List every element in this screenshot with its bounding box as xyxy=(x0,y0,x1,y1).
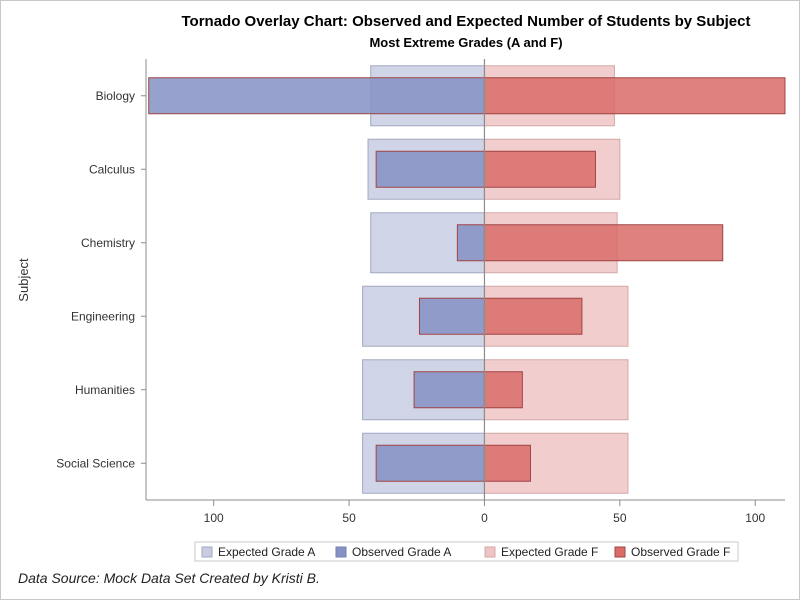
legend-swatch-expected-grade-a xyxy=(201,546,213,558)
x-tick-label: 100 xyxy=(745,511,765,525)
chart-subtitle: Most Extreme Grades (A and F) xyxy=(369,35,563,50)
bar-observed-grade-a-chemistry xyxy=(456,224,485,262)
y-tick-label-chemistry: Chemistry xyxy=(81,236,135,250)
legend-label-observed-grade-a: Observed Grade A xyxy=(352,545,451,559)
legend-label-expected-grade-f: Expected Grade F xyxy=(501,545,598,559)
legend-label-observed-grade-f: Observed Grade F xyxy=(631,545,730,559)
legend-swatch-expected-grade-f xyxy=(484,546,496,558)
bar-observed-grade-f-social-science xyxy=(483,444,531,482)
legend: Expected Grade A Observed Grade A Expected… xyxy=(194,541,739,562)
bar-observed-grade-f-engineering xyxy=(483,297,583,335)
bar-observed-grade-a-humanities xyxy=(413,371,485,409)
y-axis-label: Subject xyxy=(16,258,31,302)
x-tick-label: 50 xyxy=(342,511,356,525)
x-tick-label: 0 xyxy=(481,511,488,525)
legend-box xyxy=(194,541,739,562)
chart-title: Tornado Overlay Chart: Observed and Expe… xyxy=(181,13,751,30)
legend-swatch-observed-grade-a xyxy=(335,546,347,558)
bar-observed-grade-f-humanities xyxy=(483,371,523,409)
legend-swatch-observed-grade-f xyxy=(614,546,626,558)
bars-layer xyxy=(148,65,786,494)
y-tick-label-biology: Biology xyxy=(96,89,135,103)
y-tick-label-engineering: Engineering xyxy=(71,309,135,323)
bar-observed-grade-f-biology xyxy=(483,77,786,115)
bar-observed-grade-a-social-science xyxy=(375,444,485,482)
y-tick-label-calculus: Calculus xyxy=(89,162,135,176)
bar-observed-grade-a-calculus xyxy=(375,150,485,188)
x-tick-label: 50 xyxy=(613,511,627,525)
bar-observed-grade-f-calculus xyxy=(483,150,596,188)
bar-observed-grade-f-chemistry xyxy=(483,224,724,262)
data-source-footnote: Data Source: Mock Data Set Created by Kr… xyxy=(18,570,320,586)
axes-layer: Biology Calculus Chemistry Engineering Human… xyxy=(56,59,785,525)
x-tick-label: 100 xyxy=(204,511,224,525)
y-tick-label-social-science: Social Science xyxy=(56,456,135,470)
y-tick-label-humanities: Humanities xyxy=(75,383,135,397)
bar-observed-grade-a-engineering xyxy=(418,297,485,335)
legend-label-expected-grade-a: Expected Grade A xyxy=(218,545,315,559)
bar-observed-grade-a-biology xyxy=(148,77,485,115)
